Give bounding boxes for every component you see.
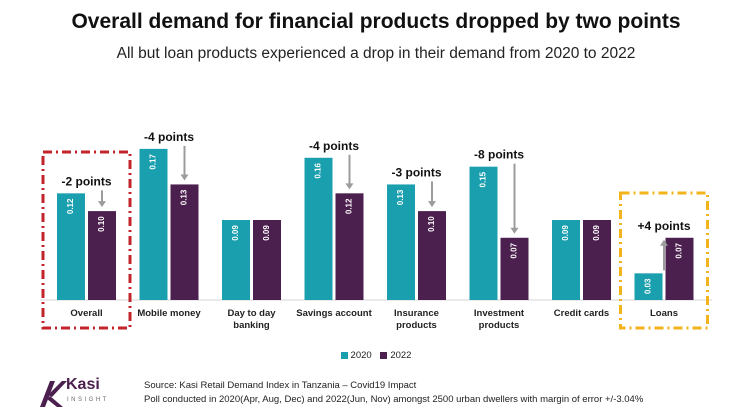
category-label-5-0: Investment xyxy=(474,308,525,319)
change-arrow-head-4 xyxy=(428,201,436,208)
bar-2020-4 xyxy=(387,184,415,300)
category-label-5-1: products xyxy=(479,320,520,331)
value-label-2022-1: 0.13 xyxy=(180,189,189,205)
change-label-1: -4 points xyxy=(144,130,194,144)
bar-2022-4 xyxy=(418,211,446,300)
source-line-1: Source: Kasi Retail Demand Index in Tanz… xyxy=(144,380,417,391)
bar-2020-2 xyxy=(222,220,250,300)
value-label-2020-5: 0.15 xyxy=(479,171,488,187)
category-label-4-0: Insurance xyxy=(394,308,439,319)
change-label-3: -4 points xyxy=(309,139,359,153)
bar-2020-7 xyxy=(634,273,663,300)
value-label-2020-2: 0.09 xyxy=(231,225,240,241)
chart-title: Overall demand for financial products dr… xyxy=(71,10,681,33)
source-note: Source: Kasi Retail Demand Index in Tanz… xyxy=(144,379,643,407)
value-label-2022-3: 0.12 xyxy=(345,198,354,214)
bar-2022-7 xyxy=(665,237,694,300)
bar-2022-6 xyxy=(583,220,611,300)
value-label-2020-4: 0.13 xyxy=(396,189,405,205)
bar-2020-1 xyxy=(139,148,168,300)
value-label-2022-7: 0.07 xyxy=(675,242,684,258)
change-arrow-head-0 xyxy=(98,201,106,208)
bar-2022-1 xyxy=(170,184,199,300)
logo-name: Kasi xyxy=(66,376,100,393)
value-label-2022-5: 0.07 xyxy=(510,242,519,258)
category-label-0-0: Overall xyxy=(70,308,102,319)
highlight-box-7 xyxy=(619,191,709,330)
value-label-2022-2: 0.09 xyxy=(262,225,271,241)
change-arrow-head-7 xyxy=(660,239,668,246)
legend-item-2020: 2020 xyxy=(340,350,372,361)
legend-item-2022: 2022 xyxy=(380,350,411,361)
category-label-3-0: Savings account xyxy=(296,308,372,319)
change-label-7: +4 points xyxy=(637,219,690,233)
bar-chart: 0.12 0.10 Overall -2 points 0.17 0.13 Mobile m… xyxy=(40,130,712,331)
bar-2020-0 xyxy=(57,193,85,300)
highlight-box-0 xyxy=(41,150,132,330)
legend-swatch-2020 xyxy=(340,352,348,359)
change-label-0: -2 points xyxy=(62,174,112,188)
legend: 2020 2022 xyxy=(0,350,752,362)
value-label-2022-6: 0.09 xyxy=(592,225,601,241)
change-arrow-head-3 xyxy=(345,183,354,190)
category-label-4-1: products xyxy=(396,320,437,331)
value-label-2022-0: 0.10 xyxy=(97,216,106,232)
value-label-2020-3: 0.16 xyxy=(314,162,323,178)
bar-2022-5 xyxy=(500,237,529,300)
change-arrow-head-1 xyxy=(180,174,189,181)
kasi-logo-icon xyxy=(40,381,67,407)
bar-2020-6 xyxy=(552,220,580,300)
category-label-7-0: Loans xyxy=(650,308,678,319)
change-label-5: -8 points xyxy=(474,148,524,162)
logo-tagline: INSIGHT xyxy=(67,397,109,403)
bar-2020-3 xyxy=(304,157,333,300)
chart-subtitle: All but loan products experienced a drop… xyxy=(116,45,636,62)
value-label-2020-1: 0.17 xyxy=(149,154,158,170)
value-label-2022-4: 0.10 xyxy=(427,216,436,232)
legend-label-2022: 2022 xyxy=(390,350,412,361)
value-label-2020-6: 0.09 xyxy=(561,225,570,241)
bar-2022-0 xyxy=(88,211,116,300)
value-label-2020-7: 0.03 xyxy=(644,278,653,294)
bar-2022-2 xyxy=(253,220,281,300)
category-label-1-0: Mobile money xyxy=(137,308,201,319)
category-label-2-0: Day to day xyxy=(227,308,276,319)
category-label-6-0: Credit cards xyxy=(554,308,609,319)
value-label-2020-0: 0.12 xyxy=(66,198,75,214)
legend-swatch-2022 xyxy=(380,352,388,359)
change-label-4: -3 points xyxy=(392,165,442,179)
change-arrow-head-5 xyxy=(510,227,519,234)
source-line-2: Poll conducted in 2020(Apr, Aug, Dec) an… xyxy=(144,394,644,405)
legend-label-2020: 2020 xyxy=(350,350,372,361)
category-label-2-1: banking xyxy=(233,320,270,331)
bar-2020-5 xyxy=(469,166,498,300)
bar-2022-3 xyxy=(335,193,364,300)
